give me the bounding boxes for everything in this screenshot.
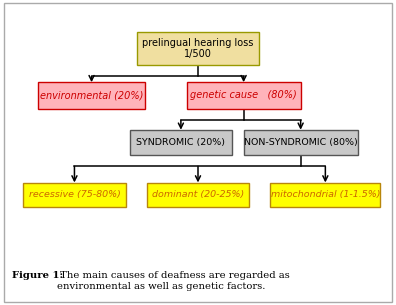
Text: Figure 1:: Figure 1: — [12, 271, 63, 281]
Text: NON-SYNDROMIC (80%): NON-SYNDROMIC (80%) — [244, 138, 358, 147]
FancyBboxPatch shape — [38, 82, 145, 109]
FancyBboxPatch shape — [129, 130, 232, 155]
Text: The main causes of deafness are regarded as
environmental as well as genetic fac: The main causes of deafness are regarded… — [57, 271, 290, 291]
FancyBboxPatch shape — [23, 182, 126, 207]
Text: SYNDROMIC (20%): SYNDROMIC (20%) — [136, 138, 225, 147]
Text: environmental (20%): environmental (20%) — [40, 90, 143, 100]
FancyBboxPatch shape — [137, 32, 259, 65]
Text: dominant (20-25%): dominant (20-25%) — [152, 190, 244, 199]
Text: genetic cause   (80%): genetic cause (80%) — [190, 90, 297, 100]
FancyBboxPatch shape — [270, 182, 381, 207]
Text: prelingual hearing loss
1/500: prelingual hearing loss 1/500 — [142, 38, 254, 59]
Text: recessive (75-80%): recessive (75-80%) — [29, 190, 120, 199]
FancyBboxPatch shape — [244, 130, 358, 155]
Text: mitochondrial (1-1.5%): mitochondrial (1-1.5%) — [270, 190, 380, 199]
FancyBboxPatch shape — [187, 82, 301, 109]
FancyBboxPatch shape — [147, 182, 249, 207]
